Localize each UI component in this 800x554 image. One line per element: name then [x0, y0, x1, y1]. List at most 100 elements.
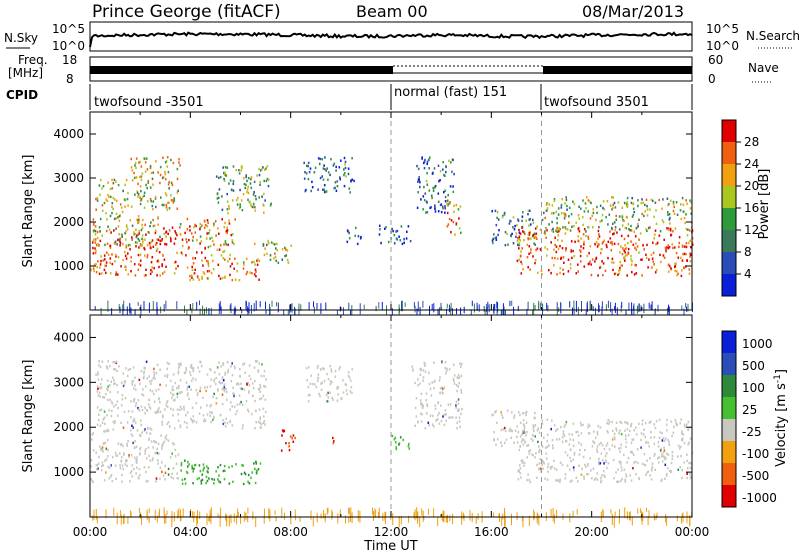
- range-gate-cell: [125, 244, 128, 247]
- range-gate-cell: [255, 300, 257, 311]
- range-gate-cell: [93, 229, 95, 232]
- range-gate-cell: [110, 414, 113, 418]
- range-gate-cell: [443, 191, 445, 194]
- range-gate-cell: [392, 513, 394, 525]
- range-gate-cell: [274, 252, 276, 255]
- range-gate-cell: [426, 211, 429, 214]
- range-gate-cell: [620, 443, 622, 446]
- range-gate-cell: [221, 276, 224, 280]
- range-gate-cell: [585, 234, 587, 238]
- range-gate-cell: [253, 462, 255, 465]
- range-gate-cell: [125, 459, 127, 462]
- range-gate-cell: [532, 255, 534, 258]
- range-gate-cell: [689, 466, 692, 470]
- range-gate-cell: [404, 302, 406, 307]
- range-gate-cell: [135, 166, 137, 170]
- range-gate-cell: [622, 247, 624, 250]
- range-gate-cell: [259, 390, 261, 393]
- range-gate-cell: [455, 222, 458, 225]
- range-gate-cell: [518, 231, 521, 234]
- range-gate-cell: [525, 410, 528, 414]
- range-gate-cell: [627, 457, 630, 460]
- range-gate-cell: [584, 463, 586, 467]
- colorbar-tick-label: 16: [744, 201, 759, 215]
- range-gate-cell: [679, 445, 682, 449]
- range-gate-cell: [524, 441, 527, 444]
- range-gate-cell: [197, 366, 199, 369]
- range-gate-cell: [521, 262, 523, 266]
- range-gate-cell: [612, 203, 615, 206]
- range-gate-cell: [633, 461, 635, 464]
- range-gate-cell: [192, 415, 195, 418]
- range-gate-cell: [455, 406, 457, 409]
- range-gate-cell: [192, 377, 194, 380]
- range-gate-cell: [148, 438, 150, 441]
- range-gate-cell: [580, 473, 583, 476]
- range-gate-cell: [163, 270, 166, 274]
- range-gate-cell: [591, 258, 594, 261]
- range-gate-cell: [532, 218, 534, 222]
- range-gate-cell: [133, 171, 135, 175]
- range-gate-cell: [210, 420, 212, 424]
- range-gate-cell: [213, 380, 215, 383]
- range-gate-cell: [109, 384, 111, 387]
- range-gate-cell: [210, 254, 213, 257]
- range-gate-cell: [101, 421, 104, 425]
- range-gate-cell: [110, 380, 112, 383]
- range-gate-cell: [218, 361, 220, 364]
- range-gate-cell: [460, 363, 463, 366]
- range-gate-cell: [585, 309, 587, 318]
- range-gate-cell: [111, 205, 113, 209]
- range-gate-cell: [232, 199, 234, 202]
- range-gate-cell: [178, 508, 180, 518]
- range-gate-cell: [157, 171, 159, 174]
- range-gate-cell: [107, 360, 109, 363]
- range-gate-cell: [116, 512, 118, 525]
- range-gate-cell: [125, 230, 127, 233]
- range-gate-cell: [687, 420, 690, 424]
- range-gate-cell: [228, 222, 231, 225]
- range-gate-cell: [141, 408, 144, 412]
- range-gate-cell: [238, 394, 241, 397]
- range-gate-cell: [678, 236, 681, 239]
- range-gate-cell: [169, 236, 172, 239]
- range-gate-cell: [460, 374, 463, 378]
- range-gate-cell: [547, 433, 549, 436]
- range-gate-cell: [660, 260, 662, 264]
- range-gate-cell: [669, 222, 671, 225]
- range-gate-cell: [558, 226, 561, 230]
- range-gate-cell: [245, 183, 247, 186]
- range-gate-cell: [593, 441, 596, 445]
- range-gate-cell: [533, 232, 536, 235]
- range-gate-cell: [96, 266, 98, 269]
- range-gate-cell: [191, 406, 194, 409]
- range-gate-cell: [430, 194, 433, 197]
- range-gate-cell: [226, 422, 229, 425]
- range-gate-cell: [621, 301, 623, 308]
- range-gate-cell: [322, 188, 324, 191]
- range-gate-cell: [568, 468, 571, 471]
- range-gate-cell: [163, 232, 165, 236]
- range-gate-cell: [245, 300, 247, 311]
- range-gate-cell: [181, 244, 184, 248]
- range-gate-cell: [115, 271, 118, 274]
- range-gate-cell: [544, 232, 546, 235]
- range-gate-cell: [135, 176, 138, 179]
- range-gate-cell: [560, 203, 563, 207]
- range-gate-cell: [265, 309, 267, 314]
- range-gate-cell: [126, 225, 128, 229]
- range-gate-cell: [669, 216, 671, 220]
- range-gate-cell: [563, 217, 566, 220]
- range-gate-cell: [600, 476, 602, 480]
- range-gate-cell: [419, 185, 421, 189]
- range-gate-cell: [119, 203, 122, 206]
- range-gate-cell: [119, 240, 121, 243]
- range-gate-cell: [112, 361, 115, 364]
- range-gate-cell: [284, 254, 286, 258]
- range-gate-cell: [186, 385, 189, 389]
- range-gate-cell: [170, 237, 172, 240]
- range-gate-cell: [134, 404, 137, 408]
- range-gate-cell: [136, 190, 139, 193]
- range-gate-cell: [221, 393, 224, 396]
- y-tick-label: 1000: [53, 259, 84, 273]
